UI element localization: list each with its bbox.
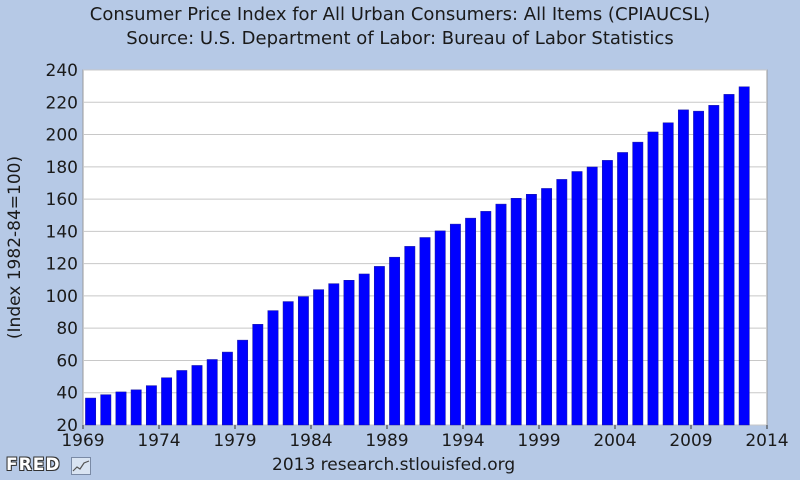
y-tick-label: 120 — [46, 255, 78, 275]
chart-title: Consumer Price Index for All Urban Consu… — [89, 4, 711, 25]
bar — [662, 122, 674, 426]
bar — [282, 301, 294, 426]
y-tick-label: 40 — [56, 384, 78, 404]
x-tick-label: 2004 — [593, 431, 636, 451]
y-tick-label: 200 — [46, 126, 78, 146]
x-tick-label: 2014 — [745, 431, 788, 451]
bar — [191, 365, 203, 426]
y-tick-label: 140 — [46, 222, 78, 242]
bar — [571, 171, 583, 426]
bar — [586, 166, 598, 426]
bar — [267, 310, 279, 426]
y-tick-label: 240 — [46, 61, 78, 81]
x-tick-label: 1999 — [517, 431, 560, 451]
fred-chart-icon — [71, 457, 91, 475]
bar — [541, 188, 553, 426]
y-tick-label: 100 — [46, 287, 78, 307]
bar — [465, 217, 477, 426]
bar — [617, 152, 629, 426]
bar — [328, 283, 340, 426]
bar — [556, 179, 568, 426]
bar — [525, 194, 537, 426]
bar — [495, 203, 507, 426]
bar — [161, 377, 173, 426]
bar — [404, 246, 416, 426]
x-tick-label: 1994 — [441, 431, 484, 451]
bar — [677, 109, 689, 426]
bar — [115, 391, 127, 426]
bar — [145, 385, 157, 426]
bar — [297, 296, 309, 426]
chart-subtitle: Source: U.S. Department of Labor: Bureau… — [126, 28, 674, 49]
bar — [738, 86, 750, 426]
bar — [252, 324, 264, 426]
bar — [510, 198, 522, 426]
bar — [221, 351, 233, 426]
bar — [100, 394, 112, 426]
y-tick-label: 220 — [46, 93, 78, 113]
bar — [373, 266, 385, 426]
bar — [176, 370, 188, 426]
x-tick-label: 2009 — [669, 431, 712, 451]
x-tick-label: 1979 — [213, 431, 256, 451]
bar — [206, 359, 218, 426]
bar — [601, 160, 613, 426]
y-tick-label: 80 — [56, 319, 78, 339]
bar — [130, 389, 142, 426]
y-tick-label: 180 — [46, 158, 78, 178]
bar — [708, 105, 720, 426]
bar — [237, 339, 249, 426]
bar — [389, 256, 401, 426]
y-tick-label: 60 — [56, 351, 78, 371]
y-axis-label: (Index 1982-84=100) — [5, 156, 25, 339]
footer-credit: 2013 research.stlouisfed.org — [272, 455, 516, 475]
bar — [647, 131, 659, 426]
bar — [343, 280, 355, 426]
bar — [419, 237, 431, 426]
bar — [434, 230, 446, 426]
fred-logo: FRED — [6, 455, 61, 475]
bar — [449, 223, 461, 426]
x-tick-label: 1969 — [61, 431, 104, 451]
bar — [358, 273, 370, 426]
bar — [480, 211, 492, 426]
bar — [85, 397, 97, 426]
x-tick-label: 1974 — [137, 431, 180, 451]
y-tick-label: 160 — [46, 190, 78, 210]
x-tick-label: 1989 — [365, 431, 408, 451]
bar — [693, 110, 705, 426]
bar — [313, 289, 325, 426]
y-tick-label: 20 — [56, 416, 78, 436]
x-tick-label: 1984 — [289, 431, 332, 451]
bar — [632, 141, 644, 426]
bar — [723, 94, 735, 426]
